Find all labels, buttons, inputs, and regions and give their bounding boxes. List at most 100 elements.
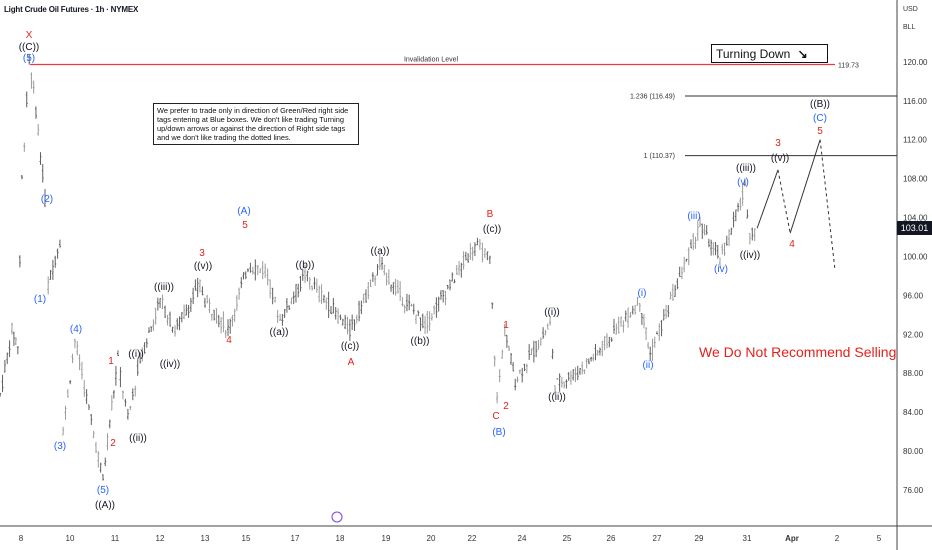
y-tick-label: 76.00 bbox=[903, 486, 924, 495]
x-tick-label: 17 bbox=[291, 534, 300, 543]
x-tick-label: 19 bbox=[382, 534, 391, 543]
wave-label: ((b)) bbox=[411, 336, 430, 347]
x-tick-label: Apr bbox=[785, 534, 799, 543]
wave-label: ((i)) bbox=[128, 349, 144, 360]
y-tick-label: 120.00 bbox=[903, 58, 928, 67]
wave-label: ((v)) bbox=[771, 153, 789, 164]
x-tick-label: 26 bbox=[607, 534, 616, 543]
wave-label: (3) bbox=[54, 441, 66, 452]
projection-segment bbox=[819, 139, 836, 271]
wave-label: ((i)) bbox=[544, 307, 560, 318]
wave-label: A bbox=[348, 357, 355, 368]
wave-label: 2 bbox=[110, 438, 116, 449]
wave-label: (iii) bbox=[687, 211, 700, 222]
y-tick-label: 92.00 bbox=[903, 330, 924, 339]
x-tick-label: 12 bbox=[156, 534, 165, 543]
wave-label: 1 bbox=[503, 320, 509, 331]
wave-label: ((c)) bbox=[483, 224, 501, 235]
wave-label: 4 bbox=[226, 335, 232, 346]
y-tick-label: 84.00 bbox=[903, 408, 924, 417]
projection-segment bbox=[777, 169, 791, 234]
x-tick-label: 25 bbox=[563, 534, 572, 543]
x-tick-label: 5 bbox=[877, 534, 882, 543]
turning-label: Turning Down bbox=[716, 47, 791, 61]
wave-label: ((A)) bbox=[95, 500, 115, 511]
wave-label: (v) bbox=[737, 177, 749, 188]
wave-label: (A) bbox=[237, 206, 250, 217]
projection-segment bbox=[756, 169, 779, 229]
wave-label: 3 bbox=[775, 138, 781, 149]
wave-label: ((ii)) bbox=[129, 433, 147, 444]
wave-label: ((iv)) bbox=[740, 250, 761, 261]
wave-label: (5) bbox=[97, 485, 109, 496]
y-tick-label: 116.00 bbox=[903, 97, 927, 106]
wave-label: ((b)) bbox=[296, 260, 315, 271]
y-tick-label: 100.00 bbox=[903, 252, 928, 261]
currency-label: USD bbox=[903, 6, 918, 13]
wave-label: ((v)) bbox=[194, 261, 212, 272]
trading-note: We prefer to trade only in direction of … bbox=[153, 103, 359, 145]
x-tick-label: 8 bbox=[19, 534, 24, 543]
invalidation-label: Invalidation Level bbox=[404, 57, 459, 64]
wave-label: 5 bbox=[817, 126, 823, 137]
x-tick-label: 24 bbox=[518, 534, 527, 543]
x-tick-label: 10 bbox=[66, 534, 75, 543]
wave-label: ((ii)) bbox=[548, 392, 566, 403]
wave-label: (i) bbox=[638, 288, 647, 299]
x-tick-label: 27 bbox=[653, 534, 662, 543]
current-price-tag: 103.01 bbox=[897, 221, 932, 235]
wave-label: ((a)) bbox=[371, 246, 390, 257]
fib-level-label: 1 (110.37) bbox=[644, 153, 675, 160]
arrow-down-right-icon: ↘ bbox=[797, 47, 808, 61]
wave-label: X bbox=[26, 30, 33, 41]
ohlc-bars bbox=[0, 53, 756, 481]
wave-label: B bbox=[487, 209, 494, 220]
x-tick-label: 15 bbox=[242, 534, 251, 543]
warning-text: We Do Not Recommend Selling bbox=[699, 344, 897, 360]
wave-label: (4) bbox=[70, 324, 82, 335]
wave-label: (B) bbox=[492, 427, 505, 438]
x-tick-label: 29 bbox=[695, 534, 704, 543]
wave-label: (iv) bbox=[714, 264, 728, 275]
wave-label: ((a)) bbox=[270, 327, 289, 338]
wave-label: ((C)) bbox=[19, 42, 40, 53]
x-tick-label: 20 bbox=[427, 534, 436, 543]
projection-segment bbox=[789, 139, 821, 234]
y-tick-label: 88.00 bbox=[903, 369, 924, 378]
x-tick-label: 31 bbox=[743, 534, 752, 543]
wave-label: 2 bbox=[503, 401, 509, 412]
y-tick-label: 112.00 bbox=[903, 136, 927, 145]
event-icon[interactable] bbox=[331, 511, 343, 523]
wave-label: C bbox=[492, 411, 499, 422]
x-tick-label: 18 bbox=[336, 534, 345, 543]
unit-label: BLL bbox=[903, 24, 916, 31]
wave-label: (1) bbox=[34, 294, 46, 305]
wave-label: 3 bbox=[199, 248, 205, 259]
wave-label: 1 bbox=[108, 356, 114, 367]
x-tick-label: 11 bbox=[111, 534, 120, 543]
wave-label: ((B)) bbox=[810, 99, 830, 110]
wave-label: ((iii)) bbox=[736, 163, 756, 174]
invalidation-value: 119.73 bbox=[838, 63, 859, 70]
y-tick-label: 104.00 bbox=[903, 214, 928, 223]
chart-title: Light Crude Oil Futures · 1h · NYMEX bbox=[4, 5, 139, 14]
x-tick-label: 22 bbox=[468, 534, 477, 543]
y-tick-label: 108.00 bbox=[903, 175, 928, 184]
x-tick-label: 2 bbox=[835, 534, 840, 543]
turning-down-box: Turning Down ↘ bbox=[711, 44, 828, 63]
wave-label: (ii) bbox=[642, 360, 653, 371]
wave-label: (2) bbox=[41, 194, 53, 205]
wave-label: ((iii)) bbox=[154, 282, 174, 293]
wave-label: ((iv)) bbox=[160, 359, 181, 370]
wave-label: ((c)) bbox=[341, 341, 359, 352]
wave-label: 4 bbox=[789, 239, 795, 250]
wave-label: (C) bbox=[813, 113, 827, 124]
y-tick-label: 80.00 bbox=[903, 447, 924, 456]
wave-label: (5) bbox=[23, 53, 35, 64]
wave-label: 5 bbox=[242, 220, 248, 231]
fib-level-label: 1.236 (116.49) bbox=[630, 94, 675, 101]
y-tick-label: 96.00 bbox=[903, 291, 924, 300]
x-tick-label: 13 bbox=[201, 534, 210, 543]
